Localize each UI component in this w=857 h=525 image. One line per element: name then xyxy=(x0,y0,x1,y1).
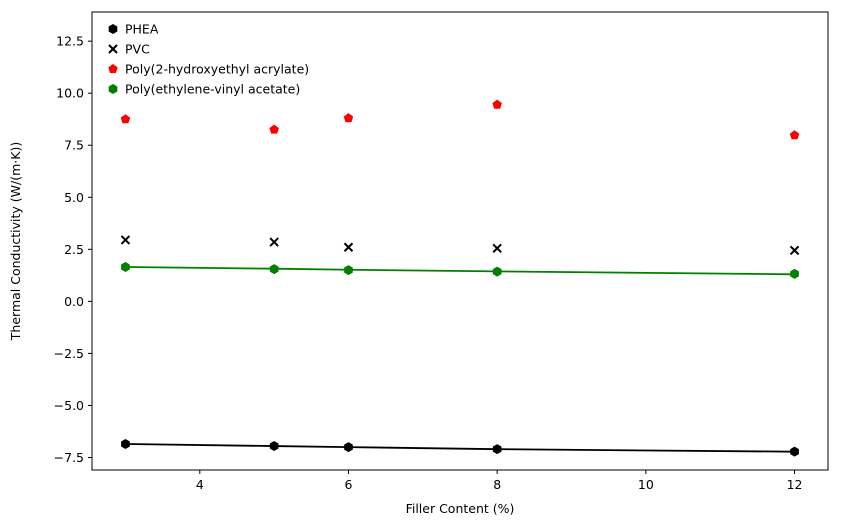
legend: PHEA PVC Poly(2-hydroxyethyl acrylate) Poly… xyxy=(108,22,309,97)
data-point-series-3 xyxy=(121,262,130,273)
trend-line-series-3 xyxy=(125,266,795,276)
y-tick-label: 0.0 xyxy=(64,294,84,309)
data-point-series-2 xyxy=(789,130,800,140)
y-tick-label: 2.5 xyxy=(64,242,84,257)
legend-marker-series-2 xyxy=(108,64,118,74)
data-point-series-0 xyxy=(269,441,279,452)
x-tick-label: 6 xyxy=(345,477,353,492)
y-tick-label: 5.0 xyxy=(64,190,84,205)
y-tick-label: −5.0 xyxy=(54,398,84,413)
data-point-series-2 xyxy=(343,113,354,123)
legend-label: PHEA xyxy=(125,22,159,37)
data-point-series-1 xyxy=(343,242,354,252)
data-point-series-2 xyxy=(120,114,131,124)
x-axis-label: Filler Content (%) xyxy=(406,501,515,516)
legend-label: Poly(2-hydroxyethyl acrylate) xyxy=(125,62,309,77)
data-point-series-2 xyxy=(269,124,279,134)
data-point-series-1 xyxy=(269,237,279,247)
y-tick-label: −2.5 xyxy=(54,346,84,361)
trend-lines xyxy=(125,266,795,453)
legend-marker-series-0 xyxy=(108,24,118,34)
data-points xyxy=(120,99,800,457)
data-point-series-0 xyxy=(790,446,799,457)
y-tick-label: 10.0 xyxy=(56,86,84,101)
data-point-series-3 xyxy=(269,264,279,275)
data-point-series-1 xyxy=(120,235,131,245)
data-point-series-0 xyxy=(492,444,502,455)
legend-marker-series-3 xyxy=(108,84,118,94)
data-point-series-3 xyxy=(344,265,353,276)
y-axis-ticks: −7.5 −5.0 −2.5 0.0 2.5 5.0 7.5 10.0 12.5 xyxy=(54,34,92,465)
y-tick-label: −7.5 xyxy=(54,450,84,465)
x-axis-ticks: 4 6 8 10 12 xyxy=(196,470,803,492)
legend-marker-series-1 xyxy=(108,44,118,54)
trend-line-series-0 xyxy=(125,443,795,453)
plot-frame xyxy=(91,11,829,471)
y-axis-label: Thermal Conductivity (W/(m·K)) xyxy=(8,142,23,341)
x-tick-label: 8 xyxy=(493,477,501,492)
data-point-series-1 xyxy=(789,245,800,256)
y-tick-label: 7.5 xyxy=(64,138,84,153)
x-tick-label: 4 xyxy=(196,477,204,492)
x-tick-label: 10 xyxy=(638,477,654,492)
legend-label: Poly(ethylene-vinyl acetate) xyxy=(125,82,300,97)
data-point-series-1 xyxy=(492,243,502,253)
data-point-series-2 xyxy=(492,99,502,109)
data-point-series-3 xyxy=(790,268,799,279)
y-tick-label: 12.5 xyxy=(56,34,84,49)
data-point-series-3 xyxy=(492,266,502,277)
x-tick-label: 12 xyxy=(787,477,803,492)
data-point-series-0 xyxy=(121,438,130,449)
data-point-series-0 xyxy=(344,442,353,453)
legend-label: PVC xyxy=(125,42,150,57)
